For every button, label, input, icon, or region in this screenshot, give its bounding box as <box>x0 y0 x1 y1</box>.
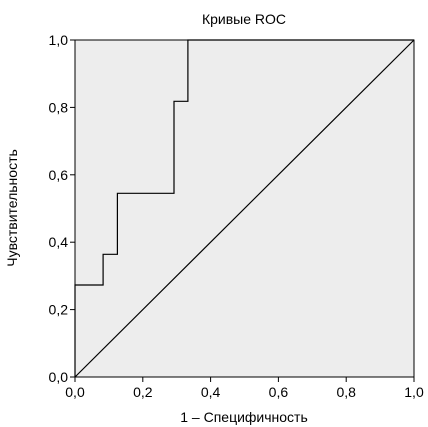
y-axis-label: Чувствительность <box>4 149 20 267</box>
x-tick-label: 0,8 <box>336 384 356 400</box>
axis-ticks: 0,0 0,2 0,4 0,6 0,8 1,0 0,0 0,2 0,4 0,6 0,8 1,0 <box>49 32 424 400</box>
y-tick-label: 0,2 <box>49 302 69 318</box>
y-tick-label: 0,6 <box>49 167 69 183</box>
reference-diagonal-line <box>74 39 415 378</box>
x-axis-label: 1 – Специфичность <box>180 409 308 425</box>
y-tick-label: 0,0 <box>49 369 69 385</box>
y-tick-label: 1,0 <box>49 32 69 48</box>
x-tick-label: 1,0 <box>404 384 424 400</box>
y-tick-label: 0,8 <box>49 99 69 115</box>
x-tick-label: 0,0 <box>65 384 85 400</box>
x-tick-label: 0,4 <box>201 384 221 400</box>
series-group <box>74 39 415 378</box>
y-tick-label: 0,4 <box>49 234 69 250</box>
chart-title: Кривые ROC <box>202 11 286 27</box>
x-tick-label: 0,6 <box>269 384 289 400</box>
roc-curve-line <box>74 39 414 377</box>
x-tick-label: 0,2 <box>133 384 153 400</box>
